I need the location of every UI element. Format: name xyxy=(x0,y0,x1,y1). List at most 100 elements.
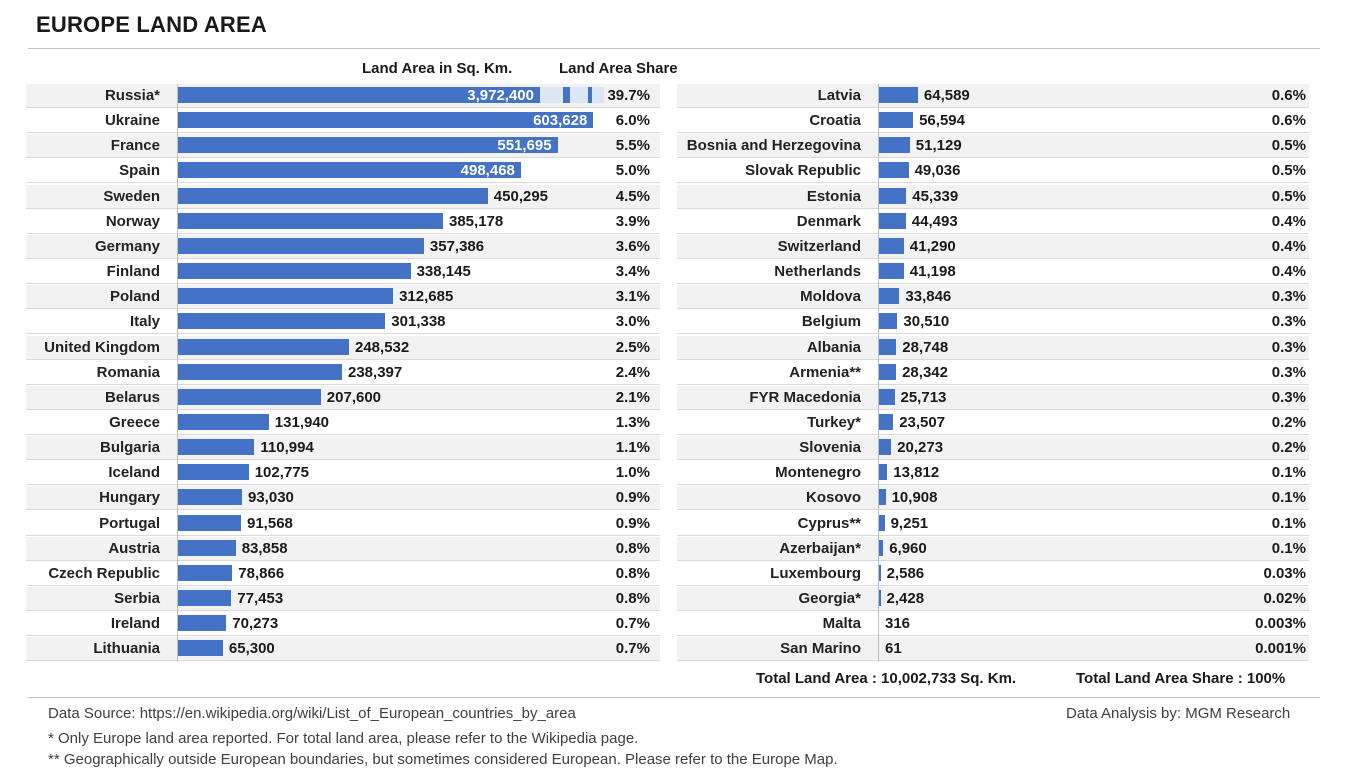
value-label: 78,866 xyxy=(238,564,285,582)
row-divider xyxy=(26,408,660,410)
country-label: Lithuania xyxy=(93,640,160,658)
share-label: 0.5% xyxy=(1271,162,1306,180)
row-divider xyxy=(26,660,660,662)
bar-axis xyxy=(177,84,178,663)
data-bar xyxy=(178,615,227,632)
country-label: Cyprus** xyxy=(797,514,861,532)
table-row xyxy=(677,536,1309,560)
country-label: Norway xyxy=(105,212,160,230)
data-bar xyxy=(178,112,594,129)
share-label: 3.9% xyxy=(615,212,650,230)
data-bar xyxy=(178,489,242,506)
table-row xyxy=(677,209,1309,233)
value-label: 28,748 xyxy=(902,338,949,356)
row-divider xyxy=(26,283,660,285)
data-bar xyxy=(178,363,342,380)
country-label: Kosovo xyxy=(805,489,861,507)
share-label: 0.003% xyxy=(1255,615,1306,633)
table-row xyxy=(677,486,1309,510)
row-divider xyxy=(26,509,660,511)
data-bar xyxy=(879,112,914,129)
share-label: 2.4% xyxy=(615,363,650,381)
value-label: 207,600 xyxy=(326,388,382,406)
value-label: 2,586 xyxy=(886,564,925,582)
share-label: 0.4% xyxy=(1271,212,1306,230)
data-bar xyxy=(178,137,558,154)
country-label: Switzerland xyxy=(777,237,861,255)
value-label: 65,300 xyxy=(228,640,275,658)
value-label: 56,594 xyxy=(919,112,965,130)
row-divider xyxy=(677,610,1309,611)
share-label: 0.5% xyxy=(1271,187,1306,205)
row-divider xyxy=(26,358,660,360)
data-bar xyxy=(178,87,604,103)
row-divider xyxy=(677,232,1309,234)
share-label: 0.3% xyxy=(1271,313,1306,331)
country-label: San Marino xyxy=(780,640,861,658)
row-divider xyxy=(677,459,1309,461)
country-label: Russia* xyxy=(104,87,160,104)
row-divider xyxy=(677,408,1309,410)
row-divider xyxy=(677,333,1309,335)
share-label: 0.1% xyxy=(1271,514,1306,532)
share-label: 2.1% xyxy=(615,388,650,406)
data-bar xyxy=(879,313,898,330)
share-label: 0.1% xyxy=(1271,464,1306,482)
data-bar xyxy=(879,590,881,606)
table-row xyxy=(677,109,1309,133)
row-divider xyxy=(26,459,660,461)
share-label: 0.2% xyxy=(1271,413,1306,431)
axis-break-mark xyxy=(540,87,604,103)
row-divider xyxy=(26,308,660,310)
country-label: United Kingdom xyxy=(44,338,160,356)
share-label: 0.8% xyxy=(615,539,650,557)
share-label: 3.6% xyxy=(615,237,650,255)
country-label: Austria xyxy=(108,539,160,557)
row-divider xyxy=(26,559,660,561)
row-divider xyxy=(677,308,1309,310)
share-label: 0.8% xyxy=(615,590,650,607)
share-label: 0.03% xyxy=(1263,564,1306,582)
table-row xyxy=(677,335,1309,359)
data-bar xyxy=(178,413,269,430)
data-bar xyxy=(879,413,894,430)
country-label: Croatia xyxy=(809,112,861,130)
data-bar xyxy=(178,590,232,606)
value-label: 9,251 xyxy=(890,514,929,532)
value-label: 238,397 xyxy=(348,363,403,381)
value-label: 450,295 xyxy=(493,187,549,205)
row-divider xyxy=(26,207,660,209)
table-row xyxy=(677,612,1309,636)
table-row xyxy=(677,587,1309,610)
share-label: 0.4% xyxy=(1271,237,1306,255)
data-bar xyxy=(178,640,223,657)
row-divider xyxy=(677,559,1309,561)
value-label: 603,628 xyxy=(533,112,588,130)
share-label: 0.9% xyxy=(615,489,650,507)
data-source: Data Source: https://en.wikipedia.org/wi… xyxy=(48,705,576,722)
share-label: 39.7% xyxy=(607,87,650,104)
row-divider xyxy=(677,484,1309,486)
country-label: Luxembourg xyxy=(770,564,861,582)
share-column-header: Land Area Share xyxy=(559,60,678,77)
country-label: Azerbaijan* xyxy=(779,539,861,557)
row-divider xyxy=(26,484,660,486)
table-row xyxy=(677,461,1309,485)
data-bar xyxy=(879,237,904,254)
data-bar xyxy=(178,313,386,330)
value-label: 23,507 xyxy=(899,413,946,431)
table-row xyxy=(677,511,1309,535)
row-divider xyxy=(26,433,660,435)
share-label: 0.02% xyxy=(1263,590,1306,607)
share-label: 3.4% xyxy=(615,263,650,281)
data-bar xyxy=(178,388,321,405)
country-label: Estonia xyxy=(806,187,861,205)
value-label: 316 xyxy=(885,615,911,633)
country-label: Portugal xyxy=(99,514,160,532)
row-divider xyxy=(677,182,1309,184)
data-bar xyxy=(178,439,255,456)
data-bar xyxy=(178,212,443,229)
value-label: 28,342 xyxy=(902,363,948,381)
value-label: 45,339 xyxy=(912,187,959,205)
data-bar xyxy=(879,263,904,280)
